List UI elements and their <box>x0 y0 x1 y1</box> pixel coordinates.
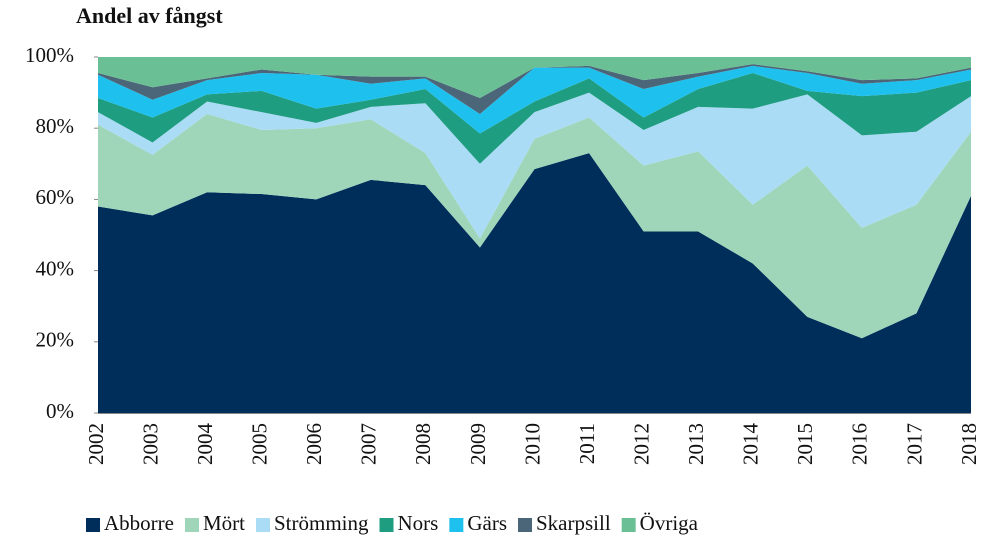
x-tick-label: 2003 <box>138 423 162 465</box>
area <box>98 73 971 164</box>
legend-label: Skarpsill <box>536 511 611 535</box>
x-tick-label: 2014 <box>739 423 763 466</box>
legend-swatch <box>449 518 464 532</box>
legend-swatch <box>518 518 532 532</box>
x-tick-label: 2002 <box>84 423 108 465</box>
y-tick-label: 0% <box>46 399 74 423</box>
area <box>98 57 971 98</box>
y-tick-label: 100% <box>25 43 74 67</box>
x-tick-label: 2013 <box>684 423 708 465</box>
area <box>98 65 971 134</box>
legend-swatch <box>255 518 270 532</box>
legend-swatch <box>621 518 636 532</box>
x-tick-label: 2012 <box>629 423 653 465</box>
legend-swatch <box>184 518 199 532</box>
area <box>98 113 971 339</box>
legend-label: Övriga <box>640 511 699 535</box>
x-tick-label: 2006 <box>302 423 326 465</box>
x-tick-label: 2015 <box>793 423 817 465</box>
x-tick-label: 2017 <box>902 423 926 465</box>
x-tick-label: 2008 <box>411 423 435 465</box>
x-tick-label: 2011 <box>575 423 599 464</box>
legend-swatch <box>379 518 394 532</box>
y-tick-label: 60% <box>36 185 75 209</box>
legend-label: Mört <box>203 511 245 535</box>
legend-label: Abborre <box>104 511 174 535</box>
y-tick-label: 20% <box>36 328 75 352</box>
legend-swatch <box>86 518 100 532</box>
chart-title: Andel av fångst <box>76 3 223 28</box>
x-tick-label: 2004 <box>193 423 217 466</box>
area <box>98 92 971 239</box>
x-tick-label: 2016 <box>848 423 872 465</box>
legend-label: Nors <box>398 511 439 535</box>
y-tick-label: 40% <box>36 256 75 280</box>
x-tick-label: 2007 <box>357 423 381 465</box>
x-tick-label: 2009 <box>466 423 490 465</box>
y-tick-label: 80% <box>36 114 75 138</box>
x-tick-label: 2005 <box>248 423 272 465</box>
area <box>98 153 971 413</box>
x-tick-label: 2018 <box>957 423 981 465</box>
legend-label: Strömming <box>274 511 369 535</box>
legend-label: Gärs <box>467 511 507 535</box>
x-tick-label: 2010 <box>520 423 544 465</box>
